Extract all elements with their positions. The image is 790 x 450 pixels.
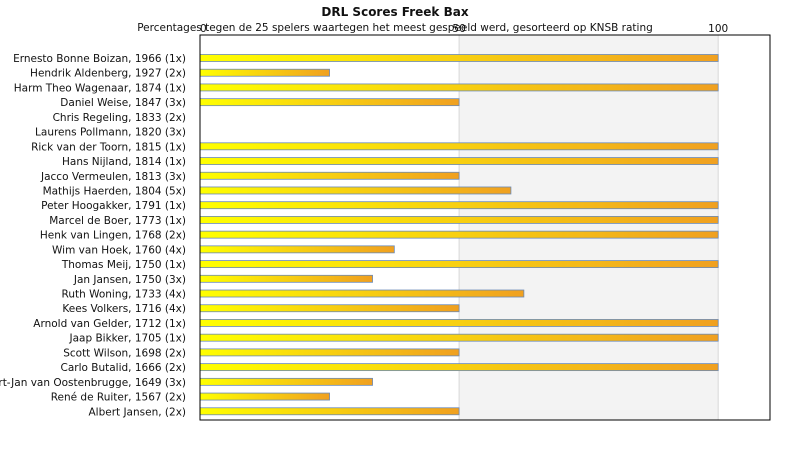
category-label: Carlo Butalid, 1666 (2x) [61,362,187,374]
bar-11 [199,201,719,210]
chart-title: DRL Scores Freek Bax [321,5,469,19]
category-label: Thomas Meij, 1750 (1x) [61,259,186,271]
category-label: Albert Jansen, (2x) [88,406,186,418]
category-label: Peter Hoogakker, 1791 (1x) [41,200,186,212]
category-label: Hans Nijland, 1814 (1x) [62,156,186,168]
category-label: Arnold van Gelder, 1712 (1x) [33,318,186,330]
bar-22 [199,363,719,372]
bar-1 [199,54,719,62]
shaded-band [459,35,719,420]
category-label: Harm Theo Wagenaar, 1874 (1x) [14,82,186,94]
bar-20 [199,333,719,342]
category-label: Scott Wilson, 1698 (2x) [63,347,186,359]
category-label: Mathijs Haerden, 1804 (5x) [43,185,186,197]
bar-16 [199,274,373,283]
category-label: Laurens Pollmann, 1820 (3x) [35,127,186,139]
plot-border [199,34,771,421]
category-label: Henk van Lingen, 1768 (2x) [40,230,186,242]
category-label: Ernesto Bonne Boizan, 1966 (1x) [13,53,186,65]
x-tick-0: 0 [200,23,207,35]
bar-17 [199,289,525,298]
category-label: Chris Regeling, 1833 (2x) [53,112,186,124]
chart-subtitle: Percentages tegen de 25 spelers waartege… [137,22,653,34]
category-label: Kees Volkers, 1716 (4x) [62,303,186,315]
bar-18 [199,304,460,313]
bar-7 [199,142,719,151]
bar-25 [199,407,460,416]
bar-4 [199,98,460,107]
bar-19 [199,319,719,327]
category-label: René de Ruiter, 1567 (2x) [51,392,186,404]
plot-background [459,35,719,420]
category-label: Gert-Jan van Oostenbrugge, 1649 (3x) [0,377,186,389]
category-label: Wim van Hoek, 1760 (4x) [52,244,186,256]
category-label: Jacco Vermeulen, 1813 (3x) [40,171,186,183]
bar-13 [199,230,719,239]
bar-8 [199,157,719,165]
category-label: Rick van der Toorn, 1815 (1x) [31,141,186,153]
bar-15 [199,260,719,268]
category-label: Hendrik Aldenberg, 1927 (2x) [30,68,186,80]
bar-10 [199,186,512,195]
bar-2 [199,68,330,77]
bar-12 [199,216,719,224]
bar-3 [199,83,719,92]
bar-24 [199,392,330,401]
x-tick-100: 100 [708,23,728,35]
category-label: Marcel de Boer, 1773 (1x) [49,215,186,227]
category-label: Jaap Bikker, 1705 (1x) [69,333,186,345]
category-label: Daniel Weise, 1847 (3x) [60,97,186,109]
bar-21 [199,348,460,357]
category-label: Ruth Woning, 1733 (4x) [62,289,187,301]
category-labels: Ernesto Bonne Boizan, 1966 (1x) Hendrik A… [0,53,186,418]
plot-frame [199,34,771,421]
category-label: Jan Jansen, 1750 (3x) [73,274,186,286]
bar-9 [199,171,460,180]
bar-23 [199,377,373,386]
x-tick-50: 50 [452,23,465,35]
x-tick-labels: 0 50 100 [200,23,728,35]
bar-14 [199,245,395,254]
